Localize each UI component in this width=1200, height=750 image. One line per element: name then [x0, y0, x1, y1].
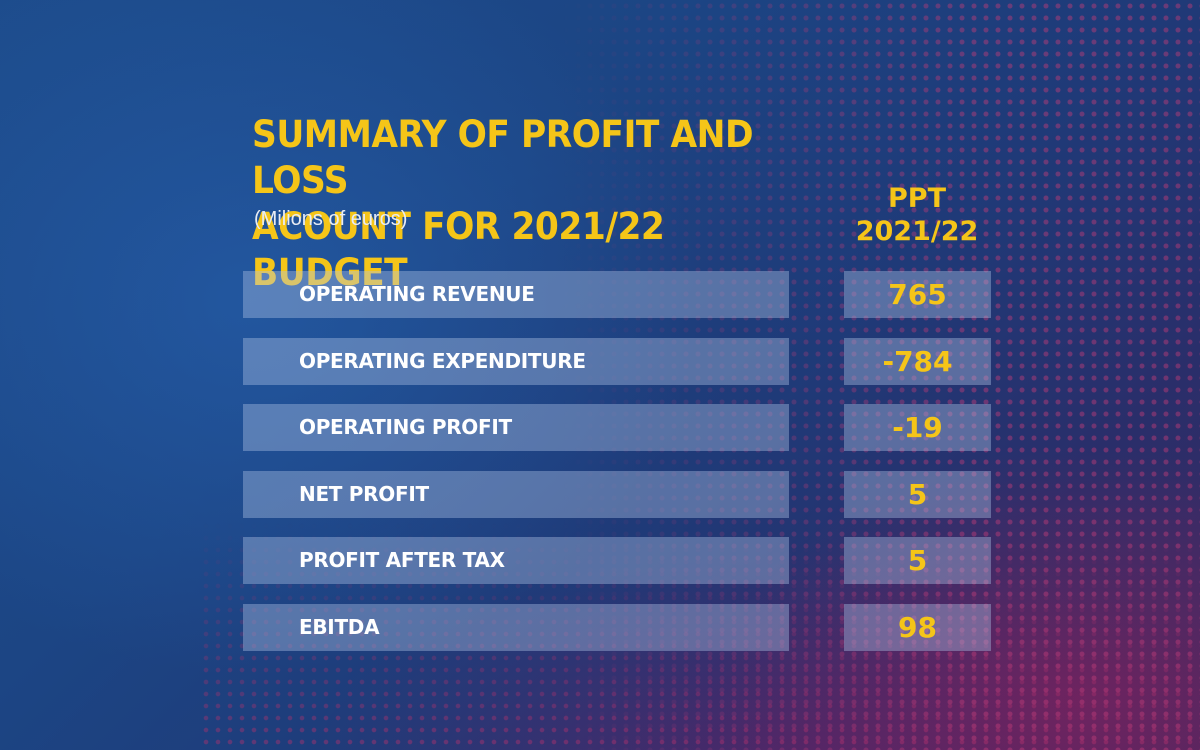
table-row: OPERATING REVENUE 765	[243, 271, 991, 318]
row-label: OPERATING REVENUE	[299, 282, 535, 306]
row-label-box: OPERATING REVENUE	[243, 271, 789, 318]
row-value-box: -19	[844, 404, 991, 451]
row-value: -784	[882, 345, 953, 378]
row-value: -19	[892, 411, 943, 444]
row-value-box: 5	[844, 471, 991, 518]
table-row: OPERATING EXPENDITURE -784	[243, 338, 991, 385]
chart-subtitle: (Milions of euros)	[254, 208, 408, 230]
row-value: 765	[888, 278, 947, 311]
dot-pattern-bottom	[200, 520, 1200, 750]
row-label: EBITDA	[299, 615, 380, 639]
table-row: NET PROFIT 5	[243, 471, 991, 518]
row-label-box: EBITDA	[243, 604, 789, 651]
table-row: EBITDA 98	[243, 604, 991, 651]
row-label: PROFIT AFTER TAX	[299, 548, 505, 572]
chart-title: SUMMARY OF PROFIT AND LOSS ACOUNT FOR 20…	[252, 112, 810, 296]
column-header-line-1: PPT	[888, 183, 946, 214]
dot-pattern	[560, 0, 1200, 750]
row-value: 98	[898, 611, 937, 644]
row-label: NET PROFIT	[299, 482, 429, 506]
title-line-1: SUMMARY OF PROFIT AND LOSS	[252, 113, 754, 202]
table-row: PROFIT AFTER TAX 5	[243, 537, 991, 584]
row-label-box: NET PROFIT	[243, 471, 789, 518]
row-value-box: 98	[844, 604, 991, 651]
row-value: 5	[907, 478, 928, 511]
title-line-2: ACOUNT FOR 2021/22 BUDGET	[252, 205, 665, 294]
row-label: OPERATING PROFIT	[299, 415, 512, 439]
row-label-box: PROFIT AFTER TAX	[243, 537, 789, 584]
row-value: 5	[907, 544, 928, 577]
row-label-box: OPERATING PROFIT	[243, 404, 789, 451]
row-value-box: 5	[844, 537, 991, 584]
table-row: OPERATING PROFIT -19	[243, 404, 991, 451]
row-value-box: -784	[844, 338, 991, 385]
column-header: PPT 2021/22	[844, 182, 990, 248]
row-value-box: 765	[844, 271, 991, 318]
column-header-line-2: 2021/22	[855, 216, 979, 247]
row-label-box: OPERATING EXPENDITURE	[243, 338, 789, 385]
row-label: OPERATING EXPENDITURE	[299, 349, 586, 373]
